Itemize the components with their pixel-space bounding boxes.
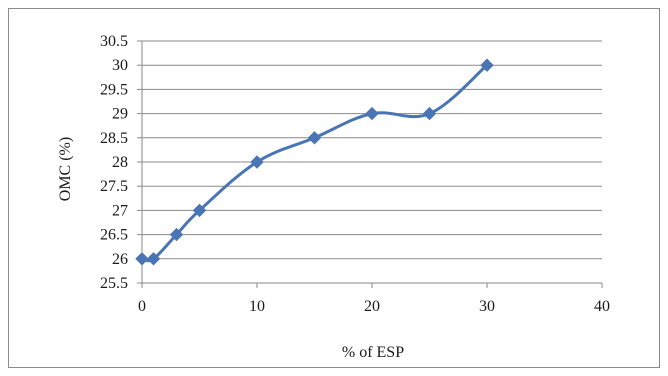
y-tick-label: 26.5 [100,227,128,244]
y-tick-label: 29 [112,106,128,123]
axes [137,40,603,288]
data-point-marker [422,106,437,121]
data-point-marker [146,252,161,266]
data-point-marker [250,155,264,169]
x-tick-label: 10 [249,298,265,315]
y-tick-label: 25.5 [100,275,128,292]
x-tick-label: 40 [594,298,610,315]
x-tick-label: 30 [479,298,495,315]
tick-labels: 25.5 26 26.5 27 27.5 28 28.5 29 29.5 30 30.5 0 10 20 3… [100,33,610,315]
data-point-marker [169,227,184,242]
data-point-marker [307,131,322,145]
y-tick-label: 28.5 [100,130,128,147]
data-point-marker [192,203,207,218]
y-tick-label: 28 [112,154,128,171]
series-line [141,64,488,263]
series [135,58,494,266]
x-tick-label: 0 [138,298,146,315]
y-axis-title: OMC (%) [57,137,74,201]
y-tick-label: 27 [112,202,128,219]
x-tick-label: 20 [364,298,380,315]
y-tick-label: 30.5 [100,33,128,50]
chart-frame [8,8,660,368]
y-tick-label: 27.5 [100,178,128,195]
y-tick-label: 30 [112,57,128,74]
x-axis-title: % of ESP [342,344,404,361]
data-point-marker [480,58,494,72]
data-point-marker [135,252,149,266]
data-point-marker [365,106,379,121]
y-tick-label: 26 [112,251,128,268]
gridlines [142,40,602,284]
y-tick-label: 29.5 [100,81,128,98]
